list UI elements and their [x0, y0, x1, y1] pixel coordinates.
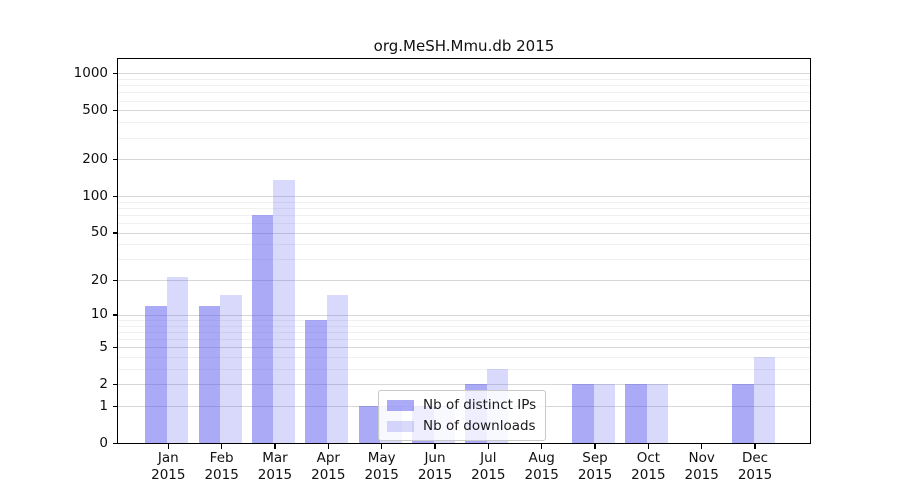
gridline-minor [118, 325, 810, 327]
y-axis-tick [113, 232, 118, 234]
gridline-minor [118, 369, 810, 371]
gridline-major [118, 232, 810, 234]
y-tick-label: 2 [99, 375, 108, 392]
gridline-major [118, 280, 810, 282]
bar-downloads-mar [273, 179, 295, 443]
gridline-minor [118, 122, 810, 124]
gridline-major [118, 159, 810, 161]
legend: Nb of distinct IPs Nb of downloads [378, 390, 547, 441]
gridline-major [118, 347, 810, 349]
x-axis-tick [647, 444, 650, 450]
y-tick-label: 50 [90, 224, 108, 241]
gridline-major [118, 73, 810, 75]
gridline-minor [118, 137, 810, 139]
x-tick-label: Jun 2015 [417, 450, 453, 483]
x-tick-label: May 2015 [364, 450, 399, 483]
y-tick-label: 5 [99, 338, 108, 355]
gridline-minor [118, 207, 810, 209]
y-tick-label: 200 [82, 150, 108, 167]
x-tick-label: Dec 2015 [737, 450, 773, 483]
legend-swatch-downloads-icon [387, 420, 414, 432]
gridline-minor [118, 100, 810, 102]
legend-entry-downloads: Nb of downloads [387, 418, 536, 434]
x-tick-label: Aug 2015 [524, 450, 559, 483]
gridline-major [118, 196, 810, 198]
y-tick-label: 20 [90, 271, 108, 288]
y-axis-tick [113, 72, 118, 75]
x-axis-tick [221, 444, 223, 450]
x-tick-label: Nov 2015 [684, 450, 719, 483]
bar-downloads-oct [646, 384, 669, 443]
bar-distinct-ips-may [358, 405, 381, 443]
y-tick-label: 500 [82, 101, 108, 118]
bar-distinct-ips-mar [251, 214, 274, 443]
gridline-minor [118, 201, 810, 203]
gridline-minor [118, 244, 810, 246]
chart-title: org.MeSH.Mmu.db 2015 [373, 37, 555, 55]
y-axis-tick [113, 158, 118, 161]
plot-area: Nb of distinct IPs Nb of downloads [117, 58, 811, 444]
y-tick-label: 10 [90, 306, 108, 323]
gridline-minor [118, 223, 810, 225]
bar-distinct-ips-apr [305, 319, 327, 443]
bar-distinct-ips-sep [572, 384, 594, 443]
legend-label-distinct-ips: Nb of distinct IPs [423, 397, 537, 413]
gridline-minor [118, 215, 810, 217]
y-axis-tick [113, 109, 118, 112]
x-axis-tick [594, 444, 596, 450]
legend-label-downloads: Nb of downloads [423, 418, 536, 434]
bar-downloads-feb [220, 294, 242, 443]
bar-distinct-ips-oct [625, 384, 647, 443]
legend-entry-distinct-ips: Nb of distinct IPs [387, 397, 536, 413]
x-axis-tick [434, 444, 436, 450]
bar-distinct-ips-jan [145, 305, 167, 443]
y-axis-tick [113, 195, 118, 197]
bar-downloads-dec [753, 356, 776, 443]
y-axis-tick [113, 279, 118, 282]
y-axis-tick [113, 442, 118, 445]
x-tick-label: Oct 2015 [631, 450, 666, 483]
gridline-minor [118, 357, 810, 359]
bar-downloads-sep [593, 384, 616, 443]
x-axis-tick [754, 444, 756, 450]
gridline-minor [118, 259, 810, 261]
gridline-minor [118, 319, 810, 321]
x-tick-label: Mar 2015 [257, 450, 293, 483]
gridline-major [118, 314, 810, 316]
x-tick-label: Feb 2015 [204, 450, 239, 483]
x-axis-tick [701, 444, 703, 450]
x-tick-label: Jan 2015 [151, 450, 186, 483]
y-tick-label: 1 [99, 397, 108, 414]
x-tick-label: Jul 2015 [471, 450, 506, 483]
gridline-minor [118, 92, 810, 94]
y-tick-label: 0 [99, 434, 108, 451]
y-axis-tick [113, 383, 118, 386]
x-axis-tick [274, 444, 276, 450]
x-tick-label: Sep 2015 [577, 450, 613, 483]
gridline-major [118, 110, 810, 112]
legend-swatch-distinct-ips-icon [387, 399, 414, 411]
y-tick-label: 100 [82, 187, 108, 204]
x-axis-tick [487, 444, 490, 450]
y-axis-tick [113, 405, 118, 407]
y-axis-tick [113, 346, 118, 349]
x-tick-label: Apr 2015 [311, 450, 346, 483]
x-axis-tick [167, 444, 169, 450]
gridline-major [118, 384, 810, 386]
x-axis-tick [327, 444, 330, 450]
bar-downloads-jan [166, 277, 189, 443]
x-axis-tick [381, 444, 383, 450]
bar-distinct-ips-dec [732, 384, 754, 443]
y-axis-tick [113, 314, 118, 316]
gridline-minor [118, 85, 810, 87]
gridline-minor [118, 78, 810, 80]
bar-distinct-ips-feb [198, 305, 221, 443]
gridline-minor [118, 339, 810, 341]
x-axis-tick [541, 444, 543, 450]
y-tick-label: 1000 [73, 64, 108, 81]
bar-downloads-apr [326, 294, 349, 443]
gridline-minor [118, 331, 810, 333]
